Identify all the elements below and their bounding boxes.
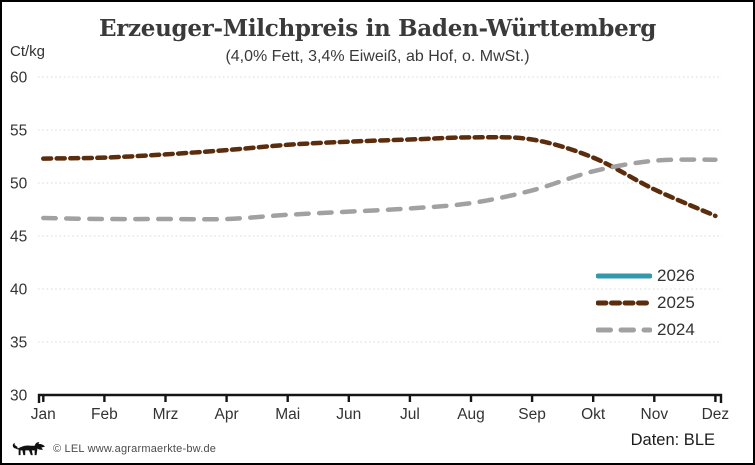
y-tick-label: 60 — [10, 70, 28, 87]
y-tick-label: 30 — [10, 388, 28, 405]
legend-item-2024: 2024 — [596, 316, 695, 343]
footer-branding: © LEL www.agrarmaerkte-bw.de — [12, 441, 216, 457]
chart-subtitle: (4,0% Fett, 3,4% Eiweiß, ab Hof, o. MwSt… — [225, 48, 530, 65]
legend-label: 2026 — [657, 265, 695, 285]
legend-line-sample — [596, 273, 652, 278]
copyright-text: © LEL www.agrarmaerkte-bw.de — [53, 443, 217, 455]
x-tick-label: Apr — [215, 406, 239, 423]
legend-label: 2024 — [657, 319, 695, 339]
x-tick-label: Aug — [457, 406, 485, 423]
y-tick-label: 40 — [10, 282, 28, 299]
x-tick-label: Okt — [581, 406, 606, 423]
x-tick-label: Jun — [336, 406, 361, 423]
x-tick-label: Jan — [31, 406, 56, 423]
legend-item-2025: 2025 — [596, 289, 695, 316]
x-axis — [37, 393, 723, 403]
bw-lion-logo-icon — [12, 441, 45, 456]
y-tick-label: 50 — [10, 176, 28, 193]
chart-legend: 2026 2025 2024 — [596, 262, 695, 343]
data-source-label: Daten: BLE — [630, 431, 715, 449]
x-tick-label: Dez — [702, 406, 730, 423]
series-line-2025 — [41, 134, 718, 219]
y-tick-label: 55 — [10, 123, 27, 140]
page-title: Erzeuger-Milchpreis in Baden-Württemberg — [98, 15, 657, 42]
x-tick-label: Jul — [400, 406, 420, 423]
series-line-2024 — [41, 157, 718, 222]
x-tick-label: Feb — [91, 406, 118, 423]
x-tick-label: Sep — [518, 406, 546, 423]
legend-line-sample — [596, 327, 652, 332]
legend-label: 2025 — [657, 292, 695, 312]
x-tick-label: Mai — [275, 406, 300, 423]
legend-item-2026: 2026 — [596, 262, 695, 289]
y-tick-label: 45 — [10, 229, 27, 246]
x-tick-label: Mrz — [153, 406, 179, 423]
y-tick-label: 35 — [10, 335, 27, 352]
x-tick-label: Nov — [641, 406, 669, 423]
y-axis-unit-label: Ct/kg — [10, 43, 46, 60]
legend-line-sample — [596, 300, 652, 305]
